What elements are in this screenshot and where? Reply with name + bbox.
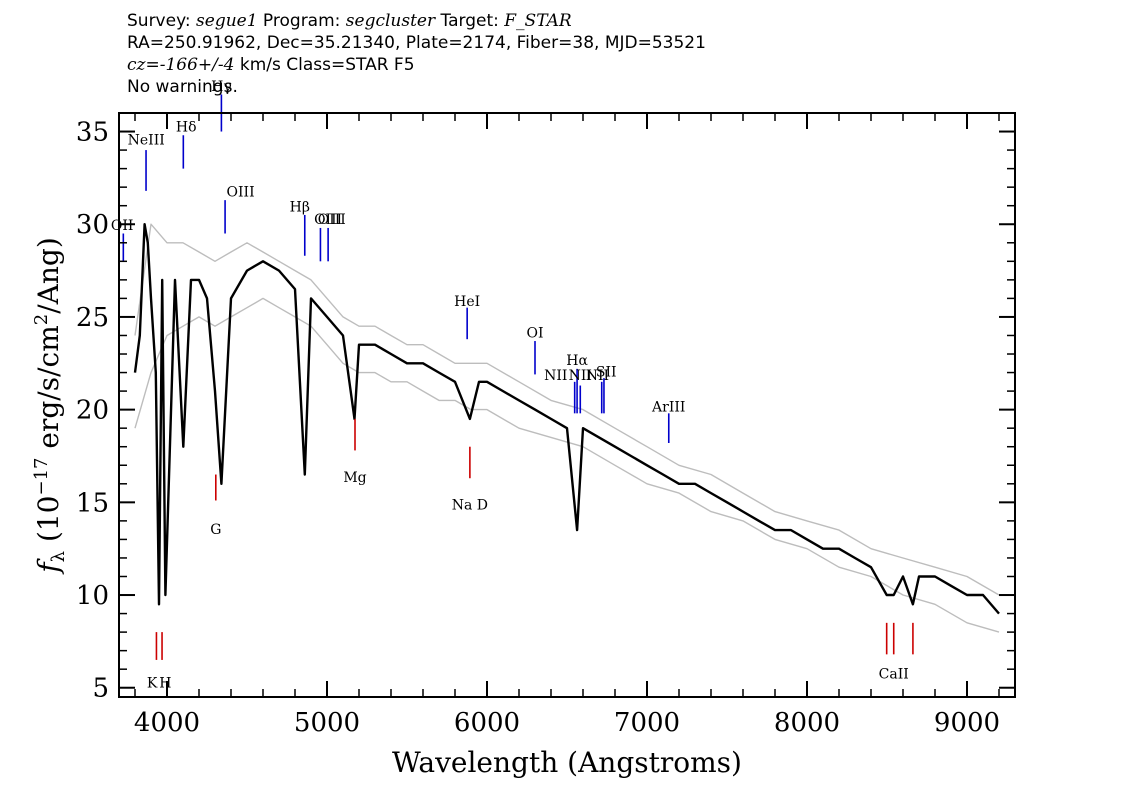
line-label-5: OIII: [318, 212, 346, 228]
y-tick-label-6: 35: [76, 118, 109, 148]
header-line-coords: RA=250.91962, Dec=35.21340, Plate=2174, …: [127, 33, 706, 53]
x-tick-label-4: 8000: [774, 708, 840, 738]
x-tick-label-3: 7000: [614, 708, 680, 738]
line-label-16: K: [147, 676, 158, 692]
y-label-exp: −17: [31, 458, 52, 496]
y-axis-label: fλ (10−17 erg/s/cm2/Ang): [31, 237, 69, 575]
y-label-pre: (10: [32, 496, 65, 551]
program-value: segcluster: [345, 11, 436, 31]
spectrum-series-0: [133, 222, 1000, 615]
line-label-8: HeI: [454, 294, 480, 310]
line-label-22: CaII: [879, 666, 909, 682]
line-label-2: Hγ: [211, 79, 232, 95]
line-label-12: NII: [569, 368, 592, 384]
y-label-mid: erg/s/cm: [32, 325, 65, 457]
line-label-15: ArIII: [651, 399, 685, 415]
y-label-sub: λ: [48, 551, 69, 562]
program-label: Program:: [257, 11, 346, 31]
survey-value: segue1: [196, 11, 258, 31]
y-tick-label-5: 30: [76, 210, 109, 240]
target-label: Target:: [435, 11, 505, 31]
line-label-0: NeIII: [128, 133, 165, 149]
x-tick-label-2: 6000: [454, 708, 520, 738]
line-label-9: OI: [526, 325, 543, 341]
line-label-14: SII: [596, 364, 617, 380]
line-label-4: Hβ: [290, 199, 310, 215]
line-label-6: OIII: [314, 212, 342, 228]
y-tick-label-3: 20: [76, 396, 109, 426]
line-label-3: OIII: [227, 184, 255, 200]
header-line-warnings: No warnings.: [127, 77, 238, 97]
cz-value: -166+/-4: [159, 55, 235, 75]
spectrum-series-2: [134, 297, 1000, 633]
target-value: F_STAR: [504, 11, 572, 31]
spectrum-series-1: [134, 223, 1000, 596]
y-tick-label-0: 5: [92, 674, 109, 704]
x-axis-label: Wavelength (Angstroms): [392, 746, 742, 779]
cz-prefix: cz=: [127, 55, 160, 75]
y-label-post: /Ang): [32, 237, 65, 314]
line-label-11: NII: [544, 368, 567, 384]
y-label-exp2: 2: [31, 314, 52, 325]
x-tick-label-5: 9000: [934, 708, 1000, 738]
line-label-1: Hδ: [176, 120, 197, 136]
axis-ticks: 4000 5000 6000 7000 8000 9000 5 10 15 20 25 30 35: [76, 113, 1015, 738]
spectrum-header: Survey: segue1 Program: segcluster Targe…: [127, 10, 706, 98]
line-label-7: OII: [111, 218, 134, 234]
line-label-10: Hα: [566, 353, 588, 369]
header-line-survey: Survey: segue1 Program: segcluster Targe…: [127, 10, 706, 32]
header-line-redshift: cz=-166+/-4 km/s Class=STAR F5: [127, 54, 706, 76]
cz-suffix: km/s Class=STAR F5: [234, 55, 415, 75]
line-label-19: Mg: [343, 470, 366, 486]
line-label-18: G: [210, 522, 221, 538]
x-tick-label-1: 5000: [294, 708, 360, 738]
line-label-17: H: [159, 676, 171, 692]
line-label-20: Na D: [452, 498, 488, 514]
y-tick-label-1: 10: [76, 581, 109, 611]
y-tick-label-4: 25: [76, 303, 109, 333]
y-tick-label-2: 15: [76, 488, 109, 518]
survey-label: Survey:: [127, 11, 197, 31]
spectrum-series-layer: [133, 222, 1000, 633]
plot-frame: [118, 112, 1016, 698]
x-tick-label-0: 4000: [134, 708, 200, 738]
